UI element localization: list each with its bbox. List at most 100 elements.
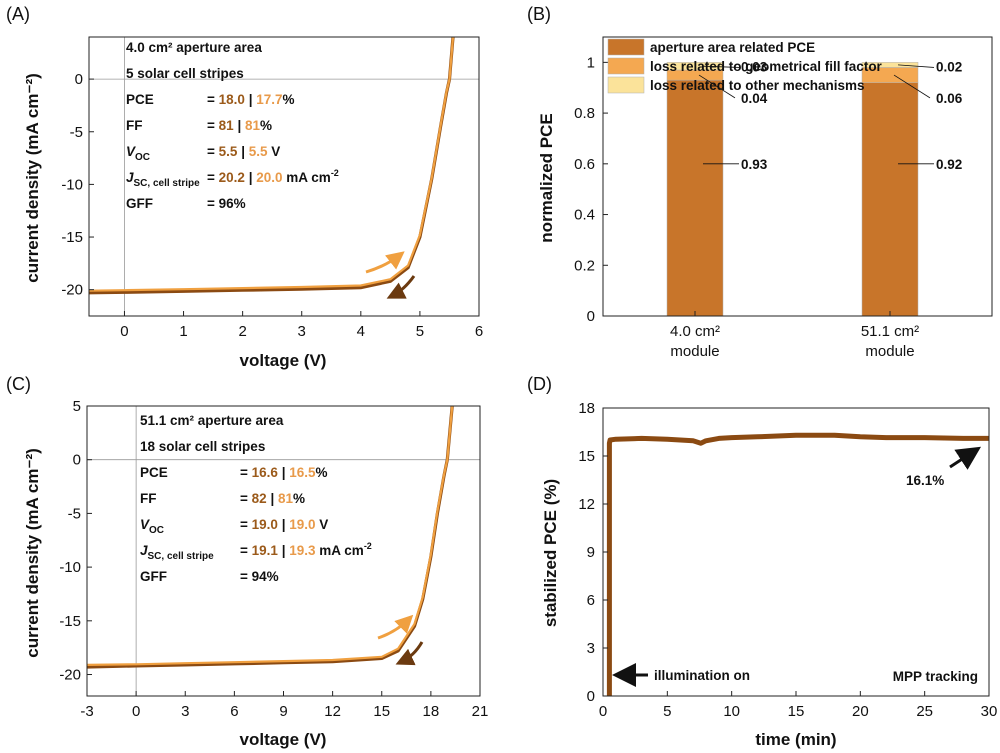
panel-a-xtick-label: 1 [179, 323, 187, 340]
panel-b-ytick-label: 0.8 [574, 105, 595, 122]
panel-d-illum-text: illumination on [654, 668, 750, 683]
panel-c-ticks: -3 0 3 6 9 12 15 18 21 5 0 -5 -10 -15 -20 [59, 398, 488, 720]
panel-d-label: (D) [527, 374, 552, 394]
panel-a-label: (A) [6, 4, 30, 24]
panel-c-xtick-label: 12 [324, 703, 341, 720]
pce-label: PCE [140, 465, 168, 480]
bar-value-label: 0.92 [936, 157, 962, 172]
voc-values: = 5.5 | 5.5 V [207, 144, 280, 159]
panel-d-mpp-text: MPP tracking [893, 669, 978, 684]
bar-value-label: 0.03 [741, 59, 768, 74]
panel-a-ytick-label: -20 [61, 282, 83, 299]
panel-d-xtick-label: 20 [852, 703, 869, 720]
panel-c-xtick-label: -3 [80, 703, 93, 720]
panel-c: (C) current density (mA cm⁻²) voltage (V… [6, 374, 488, 749]
panel-a-ytick-label: 0 [75, 71, 83, 88]
panel-c-ytick-label: 5 [73, 398, 81, 415]
panel-b-ytick-label: 0.6 [574, 156, 595, 173]
panel-c-xtick-label: 9 [279, 703, 287, 720]
panel-a: (A) current density (mA cm⁻²) voltage (V… [6, 4, 483, 370]
panel-c-ytick-label: 0 [73, 452, 81, 469]
panel-a-xtick-label: 0 [120, 323, 128, 340]
panel-c-ytick-label: -10 [59, 559, 81, 576]
panel-a-ytick-label: -15 [61, 229, 83, 246]
jsc-label: JSC, cell stripe [126, 170, 200, 189]
ff-label: FF [140, 491, 157, 506]
panel-b-category-sublabel: module [670, 343, 719, 360]
legend-label: aperture area related PCE [650, 40, 815, 55]
bar-value-label: 0.06 [936, 91, 963, 106]
panel-a-area-text: 4.0 cm² aperture area [126, 40, 262, 55]
panel-b-ytick-label: 0.4 [574, 207, 595, 224]
bar-leader-line [893, 74, 931, 99]
panel-d-ytick-label: 3 [587, 640, 595, 657]
panel-b-ylabel: normalized PCE [537, 113, 556, 242]
panel-a-reverse-arrow [386, 275, 416, 299]
panel-c-ytick-label: -15 [59, 613, 81, 630]
panel-a-ytick-label: -5 [70, 124, 83, 141]
panel-a-xtick-label: 2 [238, 323, 246, 340]
panel-d-xtick-label: 30 [981, 703, 998, 720]
panel-a-jsc-row: JSC, cell stripe = 20.2 | 20.0 mA cm-2 [126, 168, 339, 189]
panel-d-final-arrow [949, 446, 982, 470]
panel-c-xtick-label: 15 [373, 703, 390, 720]
pce-values: = 18.0 | 17.7% [207, 92, 295, 107]
legend-label: loss related to geometrical fill factor [650, 59, 883, 74]
panel-b-bars: 0.93 0.04 0.03 0.92 0.06 0.02 [666, 59, 963, 317]
panel-c-frame [86, 405, 481, 697]
panel-d-ytick-label: 6 [587, 592, 595, 609]
legend-swatch [607, 76, 645, 94]
bar-leader-line [897, 64, 935, 68]
panel-c-xtick-label: 6 [230, 703, 238, 720]
panel-c-area-text: 51.1 cm² aperture area [140, 413, 284, 428]
panel-d-xtick-label: 25 [916, 703, 933, 720]
panel-c-xtick-label: 0 [132, 703, 140, 720]
panel-d-xtick-label: 10 [723, 703, 740, 720]
panel-c-label: (C) [6, 374, 31, 394]
panel-b-category-label: 4.0 cm² [670, 323, 720, 340]
panel-d-xlabel: time (min) [755, 730, 836, 749]
bar-value-label: 0.04 [741, 91, 768, 106]
panel-c-xtick-label: 18 [423, 703, 440, 720]
panel-d-mpp-curve [606, 432, 989, 696]
panel-c-xlabel: voltage (V) [240, 730, 327, 749]
panel-d-ticks: 0 5 10 15 20 25 30 0 3 6 9 12 15 18 [578, 400, 997, 720]
jsc-values: = 19.1 | 19.3 mA cm-2 [240, 541, 372, 558]
panel-c-xtick-label: 3 [181, 703, 189, 720]
bar-segment-other-loss [861, 62, 919, 68]
panel-a-xlabel: voltage (V) [240, 351, 327, 370]
panel-b-ticks: 4.0 cm² module 51.1 cm² module 0 0.2 0.4 0.6 0.8… [574, 54, 919, 360]
panel-d-ytick-label: 9 [587, 544, 595, 561]
panel-a-voc-row: VOC = 5.5 | 5.5 V [126, 144, 280, 163]
panel-a-xtick-label: 3 [298, 323, 306, 340]
panel-d-xtick-label: 15 [788, 703, 805, 720]
bar-segment-other-loss [666, 62, 724, 71]
panel-a-gff-row: GFF = 96% [126, 196, 246, 211]
panel-d: (D) stabilized PCE (%) time (min) 0 5 10 15… [527, 374, 997, 749]
panel-a-ytick-label: -10 [61, 176, 83, 193]
bar-leader-line [698, 74, 736, 99]
panel-a-stripes-text: 5 solar cell stripes [126, 66, 244, 81]
legend-label: loss related to other mechanisms [650, 78, 865, 93]
ff-label: FF [126, 118, 143, 133]
bar-leader-line [702, 65, 740, 68]
panel-b-category-sublabel: module [865, 343, 914, 360]
panel-a-xtick-label: 5 [416, 323, 424, 340]
bar-segment-main [666, 79, 724, 317]
panel-d-ytick-label: 15 [578, 448, 595, 465]
gff-label: GFF [126, 196, 153, 211]
ff-values: = 82 | 81% [240, 491, 305, 506]
voc-label: VOC [140, 517, 164, 536]
voc-values: = 19.0 | 19.0 V [240, 517, 328, 532]
panel-c-ff-row: FF = 82 | 81% [140, 491, 305, 506]
panel-c-gff-row: GFF = 94% [140, 569, 279, 584]
voc-label: VOC [126, 144, 150, 163]
panel-c-jsc-row: JSC, cell stripe = 19.1 | 19.3 mA cm-2 [140, 541, 372, 562]
panel-a-curve-forward [88, 36, 455, 292]
panel-b: (B) normalized PCE 0.930.040.030.920.060… [527, 4, 993, 360]
panel-c-ylabel: current density (mA cm⁻²) [23, 448, 42, 658]
gff-value: = 96% [207, 196, 246, 211]
panel-b-ytick-label: 0.2 [574, 257, 595, 274]
panel-d-ytick-label: 12 [578, 496, 595, 513]
